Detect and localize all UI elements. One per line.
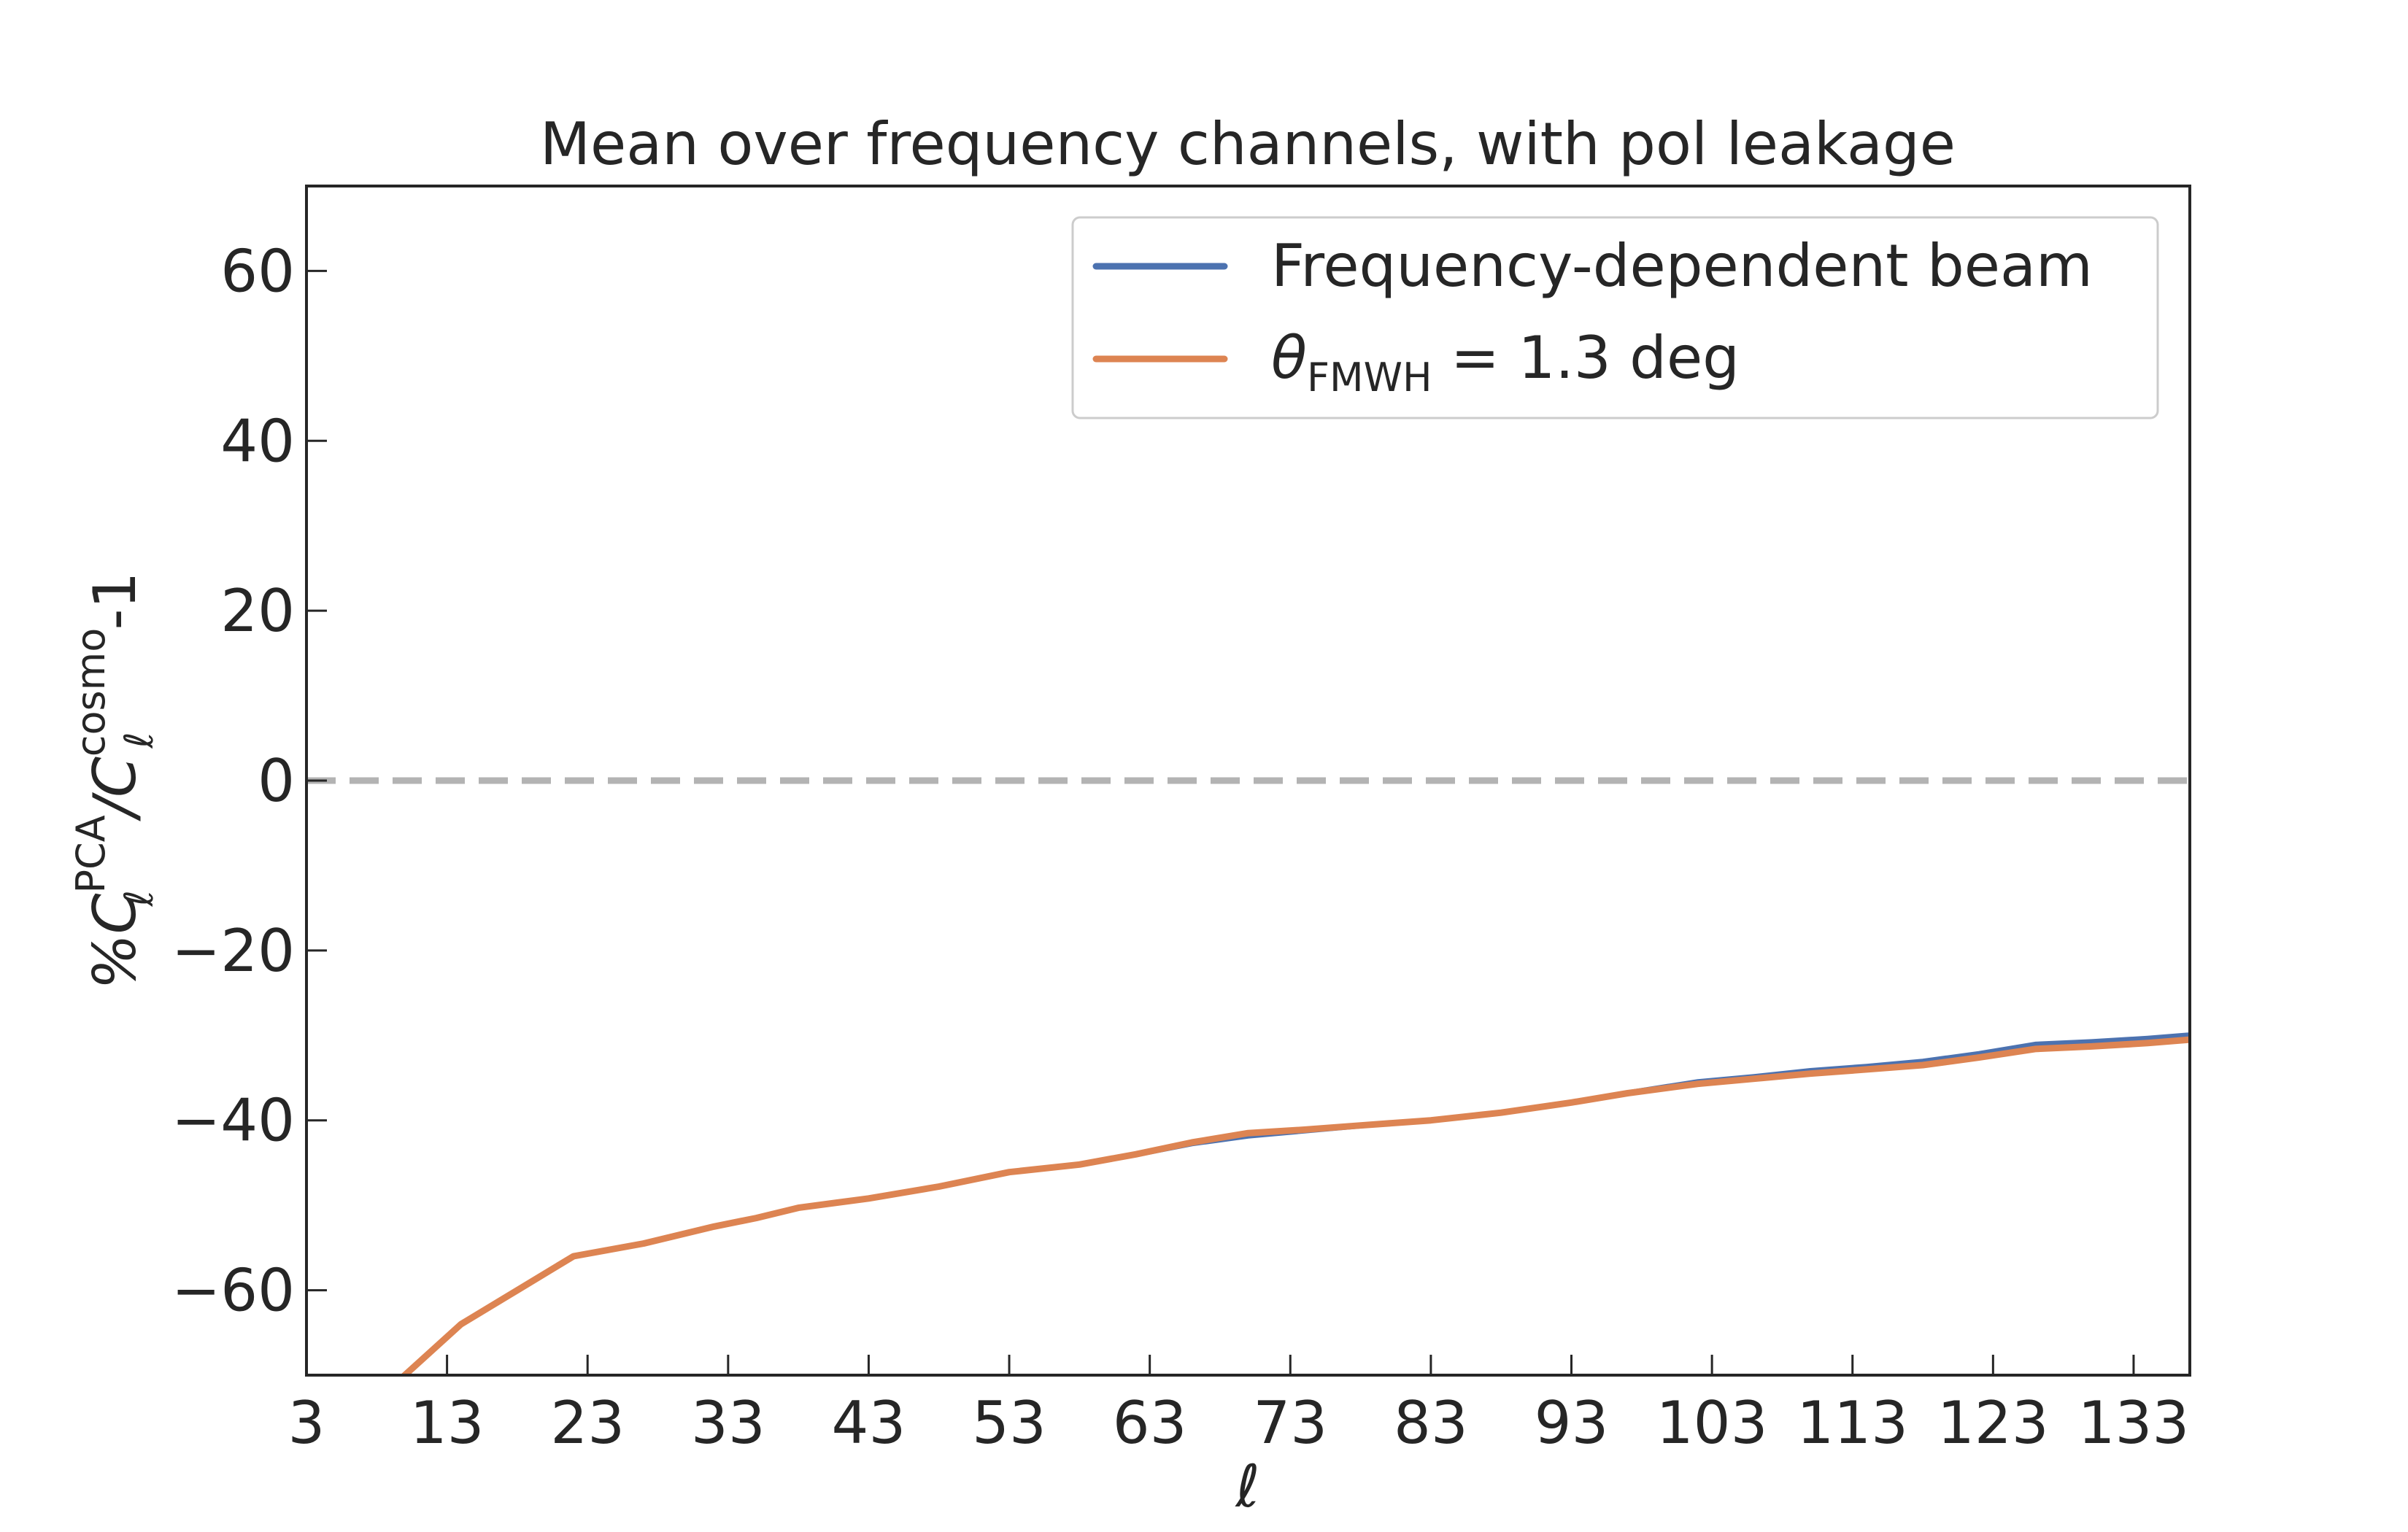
y-label-sub1: ℓ bbox=[116, 890, 162, 907]
x-tick-label: 3 bbox=[288, 1389, 325, 1457]
y-axis-label: %CPCAℓ/Ccosmoℓ-1 bbox=[68, 572, 162, 990]
series-line-1 bbox=[400, 1036, 2190, 1375]
x-tick-label: 73 bbox=[1253, 1389, 1327, 1457]
y-axis: 60 40 20 0 −20 −40 −60 bbox=[171, 237, 327, 1325]
x-tick-label: 33 bbox=[691, 1389, 765, 1457]
y-tick-label: −40 bbox=[171, 1087, 295, 1155]
y-tick-label: −60 bbox=[171, 1257, 295, 1325]
x-axis: 3 13 23 33 43 53 63 73 83 93 103 113 123 133 bbox=[288, 1355, 2190, 1457]
x-tick-label: 123 bbox=[1937, 1389, 2049, 1457]
y-tick-label: 40 bbox=[220, 407, 295, 475]
y-label-prefix: %C bbox=[81, 893, 149, 989]
svg-text:%CPCAℓ/Ccosmoℓ-1: %CPCAℓ/Ccosmoℓ-1 bbox=[68, 572, 162, 990]
y-label-slash: /C bbox=[81, 757, 149, 821]
y-tick-label: −20 bbox=[171, 917, 295, 985]
x-tick-label: 133 bbox=[2078, 1389, 2190, 1457]
y-label-sub2: ℓ bbox=[116, 732, 162, 748]
x-tick-label: 113 bbox=[1797, 1389, 1908, 1457]
y-label-sup2: cosmo bbox=[68, 628, 114, 757]
legend-box bbox=[1071, 216, 2159, 419]
y-label-suffix: -1 bbox=[81, 572, 149, 630]
x-tick-label: 103 bbox=[1656, 1389, 1768, 1457]
x-tick-label: 23 bbox=[550, 1389, 625, 1457]
x-tick-label: 83 bbox=[1394, 1389, 1468, 1457]
x-tick-label: 13 bbox=[410, 1389, 485, 1457]
series-layer bbox=[400, 1032, 2190, 1375]
legend-label-frequency-dependent-beam: Frequency-dependent beam bbox=[1271, 232, 2093, 300]
y-tick-label: 20 bbox=[220, 577, 295, 645]
legend: Frequency-dependent beam θFMWH = 1.3 deg bbox=[1071, 216, 2159, 419]
legend-label-theta-fmwh: θFMWH = 1.3 deg bbox=[1271, 324, 1740, 401]
y-label-sup1: PCA bbox=[68, 815, 114, 893]
x-tick-label: 93 bbox=[1535, 1389, 1609, 1457]
x-axis-label: ℓ bbox=[1234, 1452, 1259, 1520]
x-tick-label: 53 bbox=[972, 1389, 1046, 1457]
y-tick-label: 60 bbox=[220, 237, 295, 305]
y-tick-label: 0 bbox=[258, 747, 295, 815]
x-tick-label: 63 bbox=[1113, 1389, 1187, 1457]
chart-title: Mean over frequency channels, with pol l… bbox=[540, 110, 1956, 178]
x-tick-label: 43 bbox=[832, 1389, 906, 1457]
